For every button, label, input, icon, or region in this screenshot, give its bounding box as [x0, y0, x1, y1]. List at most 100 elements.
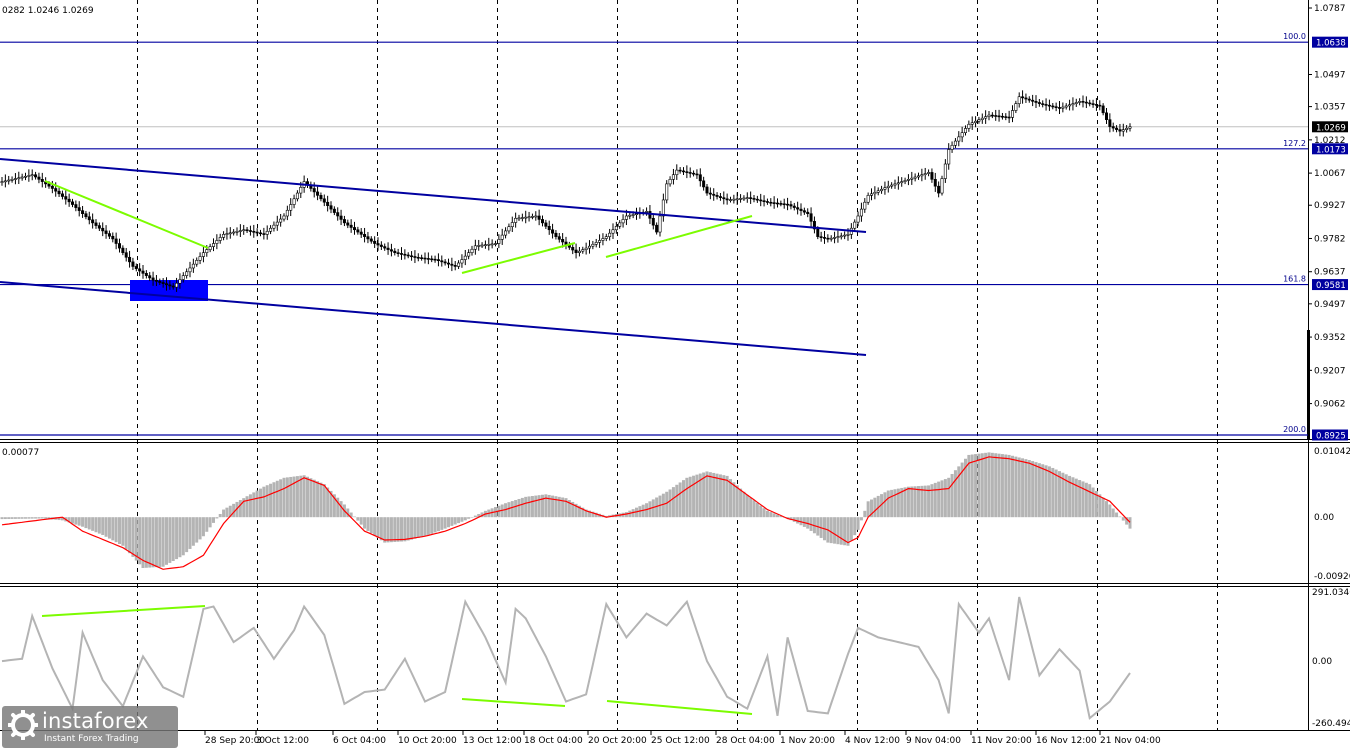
- macd-bar: [168, 517, 172, 563]
- candle: [611, 223, 615, 239]
- time-tick-label: 25 Oct 12:00: [651, 736, 710, 746]
- candle: [131, 257, 135, 271]
- macd-bar: [900, 487, 904, 518]
- macd-bar: [507, 502, 511, 518]
- candle: [191, 258, 195, 273]
- macd-bar: [272, 482, 276, 518]
- candle: [228, 227, 232, 239]
- gear-icon: [8, 710, 38, 740]
- candle: [863, 198, 867, 213]
- candle: [406, 252, 410, 259]
- candle: [564, 236, 568, 250]
- macd-bar: [410, 517, 414, 540]
- candle: [584, 242, 588, 255]
- fib-price-box: [1312, 36, 1348, 48]
- candle: [336, 207, 340, 221]
- candle: [796, 201, 800, 215]
- macd-bar: [20, 517, 24, 519]
- macd-bar: [648, 501, 652, 518]
- macd-bar: [77, 517, 81, 526]
- candle: [34, 171, 38, 180]
- time-tick-label: 28 Oct 04:00: [716, 736, 775, 746]
- candle: [118, 238, 122, 253]
- macd-value-label: 0.00077: [2, 448, 39, 458]
- instaforex-logo: instaforex Instant Forex Trading: [2, 706, 178, 748]
- candle: [1044, 98, 1048, 111]
- cci-divergence-line-3: [606, 700, 753, 715]
- macd-bar: [977, 453, 981, 518]
- candle: [13, 173, 17, 185]
- macd-bar: [473, 515, 477, 518]
- macd-bar: [443, 517, 447, 529]
- macd-bar: [789, 517, 793, 521]
- macd-bar: [430, 517, 434, 534]
- macd-bar: [769, 512, 773, 518]
- candle: [1121, 123, 1125, 137]
- price-tick-label: 1.0357: [1314, 103, 1346, 113]
- price-tick-label: 0.9497: [1314, 300, 1346, 310]
- candle: [201, 246, 205, 263]
- candle: [782, 198, 786, 209]
- candle: [688, 167, 692, 178]
- macd-bar: [1037, 463, 1041, 518]
- candle: [577, 246, 581, 257]
- macd-bar: [930, 484, 934, 518]
- macd-bar: [383, 517, 387, 543]
- candle: [171, 283, 175, 290]
- macd-bar: [802, 517, 806, 527]
- candle: [1004, 113, 1008, 121]
- macd-bar: [759, 505, 763, 518]
- candle: [258, 229, 262, 237]
- macd-bar: [480, 512, 484, 518]
- candle: [195, 257, 199, 267]
- macd-bar: [984, 452, 988, 518]
- candle: [927, 169, 931, 177]
- candle: [37, 172, 41, 184]
- candle: [148, 272, 152, 282]
- macd-bar: [457, 517, 461, 524]
- candle: [752, 194, 756, 203]
- candle: [181, 272, 185, 283]
- candle: [718, 192, 722, 201]
- candle: [1094, 98, 1098, 111]
- price-tick-label: 1.0212: [1314, 136, 1346, 146]
- macd-bar: [641, 504, 645, 518]
- macd-bar: [477, 514, 481, 518]
- time-tick-label: 21 Nov 04:00: [1100, 736, 1161, 746]
- price-tick-label: 1.0787: [1314, 4, 1346, 14]
- candle: [883, 181, 887, 195]
- macd-bar: [890, 489, 894, 518]
- candle: [547, 220, 551, 235]
- time-tick-label: 11 Nov 20:00: [971, 736, 1032, 746]
- macd-bar: [0, 517, 4, 520]
- macd-bar: [238, 500, 242, 518]
- candle: [745, 192, 749, 203]
- macd-bar: [255, 490, 259, 518]
- macd-bar: [886, 490, 890, 518]
- macd-bar: [144, 517, 148, 568]
- candle: [504, 227, 508, 239]
- candle: [67, 193, 71, 207]
- macd-bar: [678, 482, 682, 518]
- macd-bar: [682, 480, 685, 518]
- candle: [675, 164, 679, 180]
- candle: [178, 273, 182, 289]
- candle: [185, 268, 189, 279]
- candle: [665, 180, 669, 204]
- macd-bar: [1004, 454, 1008, 518]
- candle: [598, 234, 602, 248]
- macd-bar: [1088, 484, 1092, 518]
- candle: [970, 116, 974, 130]
- candle: [426, 252, 430, 265]
- candle: [208, 243, 212, 253]
- macd-bar: [940, 480, 944, 518]
- candle: [937, 181, 941, 198]
- macd-bar: [735, 485, 739, 518]
- time-tick-label: 1 Nov 20:00: [780, 736, 835, 746]
- candle: [1031, 94, 1035, 107]
- macd-bar: [292, 476, 296, 518]
- macd-bar: [1017, 457, 1021, 518]
- macd-bar: [557, 496, 561, 518]
- candle: [950, 141, 954, 153]
- macd-bar: [339, 501, 343, 518]
